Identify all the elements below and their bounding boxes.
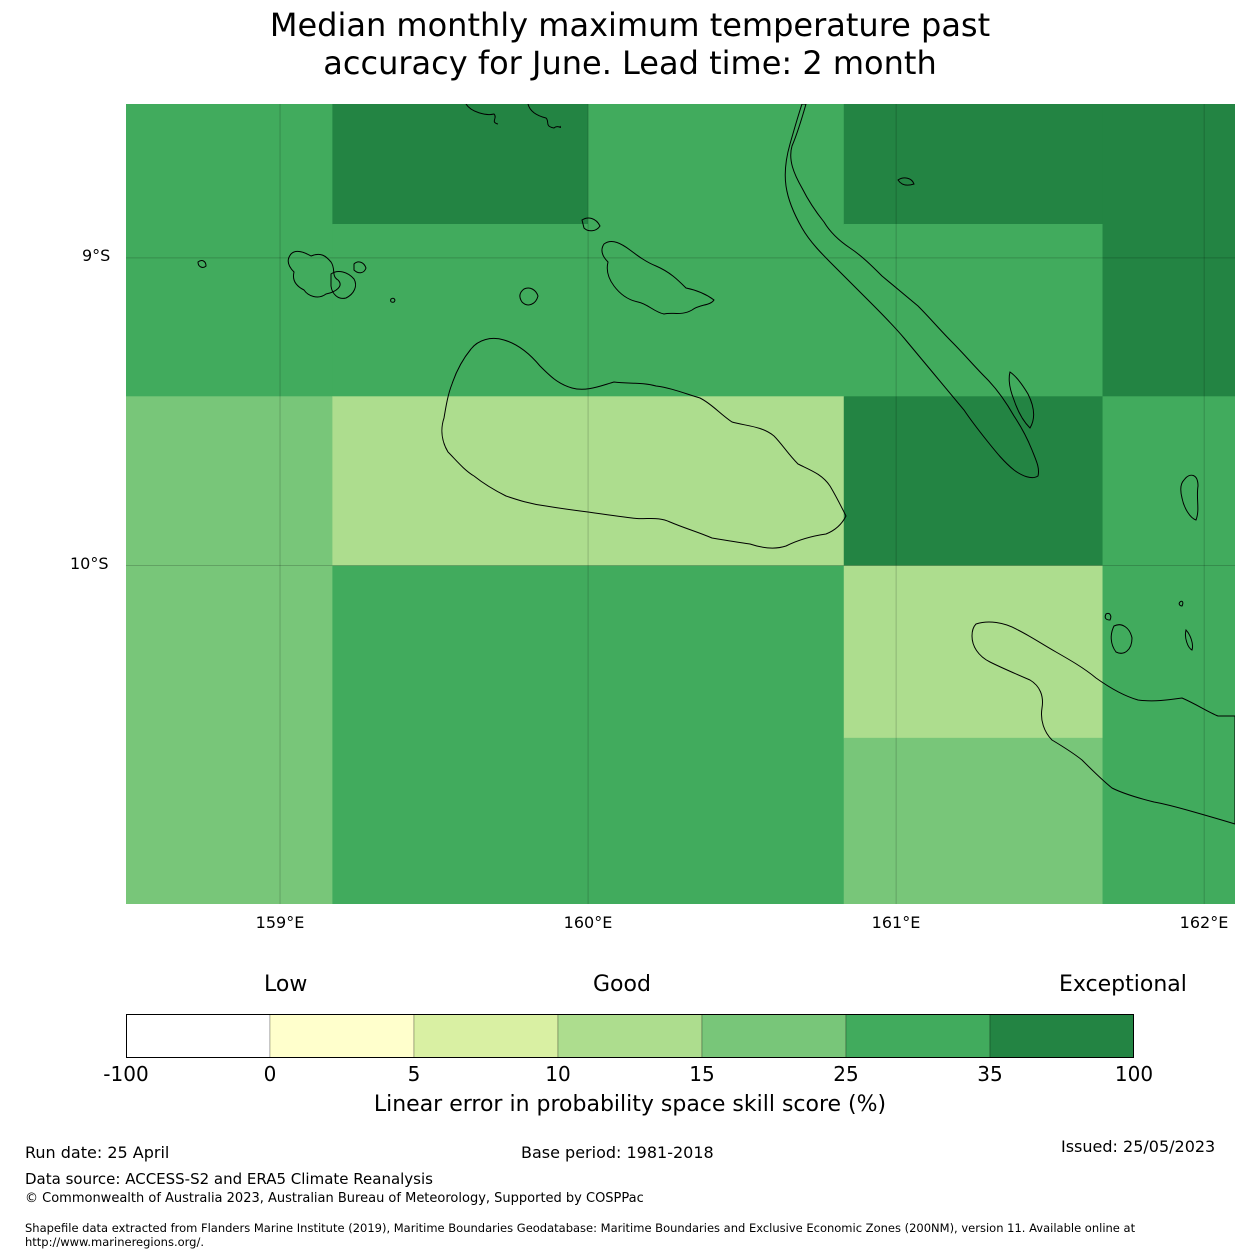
lon-label-161e: 161°E [871, 913, 921, 932]
colorbar [126, 1014, 1134, 1058]
lon-label-159e: 159°E [255, 913, 305, 932]
coastline-island [353, 261, 367, 274]
coastline [197, 104, 1235, 825]
colorbar-tick-label: 5 [407, 1062, 421, 1086]
grid-cell [332, 104, 589, 225]
colorbar-tick-label: 10 [545, 1062, 571, 1086]
issued-date: Issued: 25/05/2023 [1061, 1137, 1216, 1156]
grid-cell [126, 104, 333, 397]
coastline-island [330, 271, 357, 299]
coastline-island-malaita [784, 104, 1039, 479]
skill-score-grid [126, 104, 1235, 904]
coastline-island [1110, 624, 1133, 654]
coastline-island [581, 217, 601, 232]
coastline-island-makira [971, 621, 1235, 825]
grid-cell [332, 224, 589, 397]
coastline-island-guadalcanal [441, 337, 847, 549]
colorbar-tick-label: 25 [833, 1062, 859, 1086]
lon-label-162e: 162°E [1179, 913, 1229, 932]
grid-cell [332, 565, 845, 904]
coastline-island [1185, 629, 1193, 651]
colorbar-segment [845, 1014, 991, 1058]
colorbar-label: Linear error in probability space skill … [373, 1092, 887, 1117]
grid-cell [843, 224, 1104, 397]
coastline-island [519, 287, 539, 306]
colorbar-tick-label: -100 [103, 1062, 149, 1086]
coastline-island [1008, 371, 1035, 429]
colorbar-tick-label: 15 [689, 1062, 715, 1086]
grid-cell [843, 104, 1104, 225]
map-title: Median monthly maximum temperature past … [0, 6, 1260, 82]
coastline-island [601, 241, 715, 315]
run-date: Run date: 25 April [25, 1143, 170, 1162]
coastline-island [197, 260, 207, 268]
graticule [126, 104, 1235, 904]
coastline-island [1180, 474, 1199, 521]
coastline-island [1104, 613, 1112, 621]
colorbar-segment [413, 1014, 559, 1058]
coastline-island [287, 250, 341, 298]
map-panel[interactable] [126, 104, 1235, 904]
colorbar-segment [557, 1014, 703, 1058]
colorbar-segment [989, 1014, 1134, 1058]
colorbar-category-good: Good [593, 972, 651, 997]
grid-cell [843, 565, 1104, 739]
copyright: © Commonwealth of Australia 2023, Austra… [25, 1191, 644, 1206]
colorbar-tick-label: 35 [977, 1062, 1003, 1086]
grid-cell [843, 396, 1104, 567]
grid-cell [1102, 396, 1235, 567]
lon-label-160e: 160°E [563, 913, 613, 932]
shapefile-credit: Shapefile data extracted from Flanders M… [25, 1221, 1136, 1249]
grid-cell [843, 737, 1104, 904]
map-canvas [126, 104, 1235, 904]
grid-cell [332, 396, 845, 567]
colorbar-tick-label: 0 [263, 1062, 277, 1086]
lat-label-10s: 10°S [70, 554, 109, 573]
lat-label-9s: 9°S [82, 246, 111, 265]
base-period: Base period: 1981-2018 [521, 1143, 714, 1162]
title-line-2: accuracy for June. Lead time: 2 month [323, 44, 937, 82]
colorbar-segment [126, 1014, 271, 1058]
coastline-island [465, 104, 561, 129]
colorbar-segment [701, 1014, 847, 1058]
grid-cell [1102, 565, 1235, 904]
data-source: Data source: ACCESS-S2 and ERA5 Climate … [25, 1170, 433, 1188]
grid-cell [1102, 104, 1235, 397]
colorbar-border [126, 1014, 1134, 1058]
grid-cell [126, 396, 333, 904]
title-line-1: Median monthly maximum temperature past [269, 6, 991, 44]
colorbar-tick-label: 100 [1114, 1062, 1154, 1086]
colorbar-category-low: Low [264, 972, 308, 997]
colorbar-category-exceptional: Exceptional [1059, 972, 1187, 997]
coastline-island [1178, 600, 1184, 607]
coastline-island [390, 297, 396, 303]
grid-cell [588, 104, 845, 397]
colorbar-segment [269, 1014, 415, 1058]
coastline-island [897, 177, 915, 186]
